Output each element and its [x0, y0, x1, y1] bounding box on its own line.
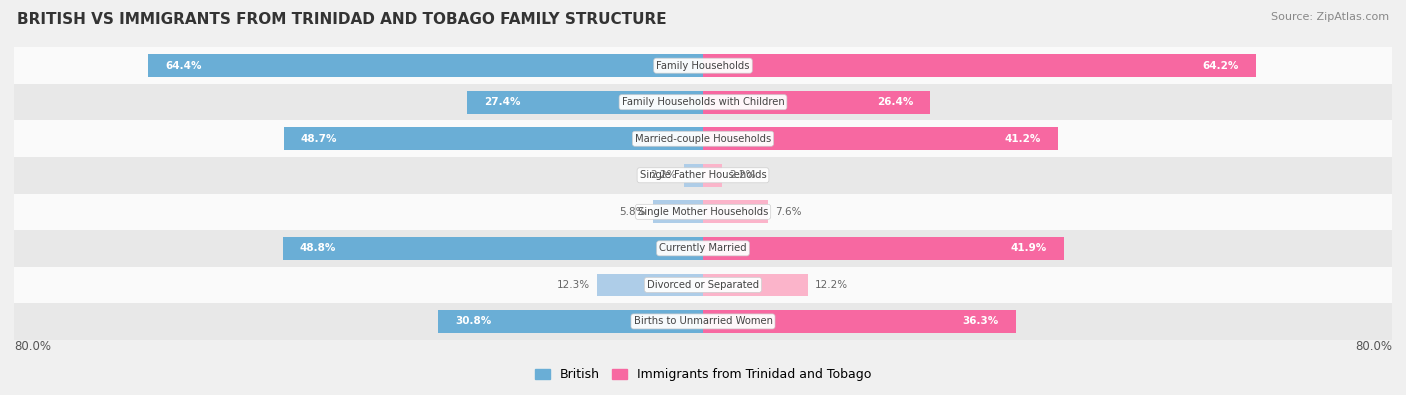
Text: 26.4%: 26.4%	[877, 97, 912, 107]
Bar	[283, 237, 703, 260]
Text: Married-couple Households: Married-couple Households	[636, 134, 770, 144]
Text: Currently Married: Currently Married	[659, 243, 747, 253]
Text: 12.2%: 12.2%	[815, 280, 848, 290]
Bar	[14, 303, 1392, 340]
Bar	[14, 267, 1392, 303]
Text: 41.2%: 41.2%	[1004, 134, 1040, 144]
Text: 80.0%: 80.0%	[1355, 340, 1392, 353]
Bar	[703, 55, 1256, 77]
Text: 48.8%: 48.8%	[299, 243, 336, 253]
Bar	[652, 201, 703, 223]
Text: 80.0%: 80.0%	[14, 340, 51, 353]
Bar	[14, 194, 1392, 230]
Bar	[14, 230, 1392, 267]
Text: 7.6%: 7.6%	[775, 207, 801, 217]
Text: 64.2%: 64.2%	[1202, 61, 1239, 71]
Text: 5.8%: 5.8%	[620, 207, 647, 217]
Bar	[467, 91, 703, 113]
Text: Births to Unmarried Women: Births to Unmarried Women	[634, 316, 772, 326]
Bar	[14, 120, 1392, 157]
Text: 2.2%: 2.2%	[728, 170, 755, 180]
Text: 27.4%: 27.4%	[484, 97, 520, 107]
Text: 36.3%: 36.3%	[962, 316, 998, 326]
Bar	[598, 274, 703, 296]
Text: Divorced or Separated: Divorced or Separated	[647, 280, 759, 290]
Text: Source: ZipAtlas.com: Source: ZipAtlas.com	[1271, 12, 1389, 22]
Bar	[14, 84, 1392, 120]
Text: 2.2%: 2.2%	[651, 170, 678, 180]
Text: 41.9%: 41.9%	[1011, 243, 1046, 253]
Text: 30.8%: 30.8%	[456, 316, 491, 326]
Text: Family Households with Children: Family Households with Children	[621, 97, 785, 107]
Text: 64.4%: 64.4%	[166, 61, 202, 71]
Bar	[685, 164, 703, 186]
Text: Family Households: Family Households	[657, 61, 749, 71]
Text: 12.3%: 12.3%	[557, 280, 591, 290]
Text: Single Mother Households: Single Mother Households	[638, 207, 768, 217]
Text: 48.7%: 48.7%	[301, 134, 337, 144]
Bar	[703, 128, 1057, 150]
Bar	[703, 91, 931, 113]
Bar	[703, 274, 808, 296]
Bar	[703, 164, 721, 186]
Text: BRITISH VS IMMIGRANTS FROM TRINIDAD AND TOBAGO FAMILY STRUCTURE: BRITISH VS IMMIGRANTS FROM TRINIDAD AND …	[17, 12, 666, 27]
Bar	[284, 128, 703, 150]
Legend: British, Immigrants from Trinidad and Tobago: British, Immigrants from Trinidad and To…	[530, 363, 876, 386]
Bar	[14, 157, 1392, 194]
Bar	[149, 55, 703, 77]
Bar	[703, 201, 769, 223]
Text: Single Father Households: Single Father Households	[640, 170, 766, 180]
Bar	[437, 310, 703, 333]
Bar	[14, 47, 1392, 84]
Bar	[703, 310, 1015, 333]
Bar	[703, 237, 1064, 260]
